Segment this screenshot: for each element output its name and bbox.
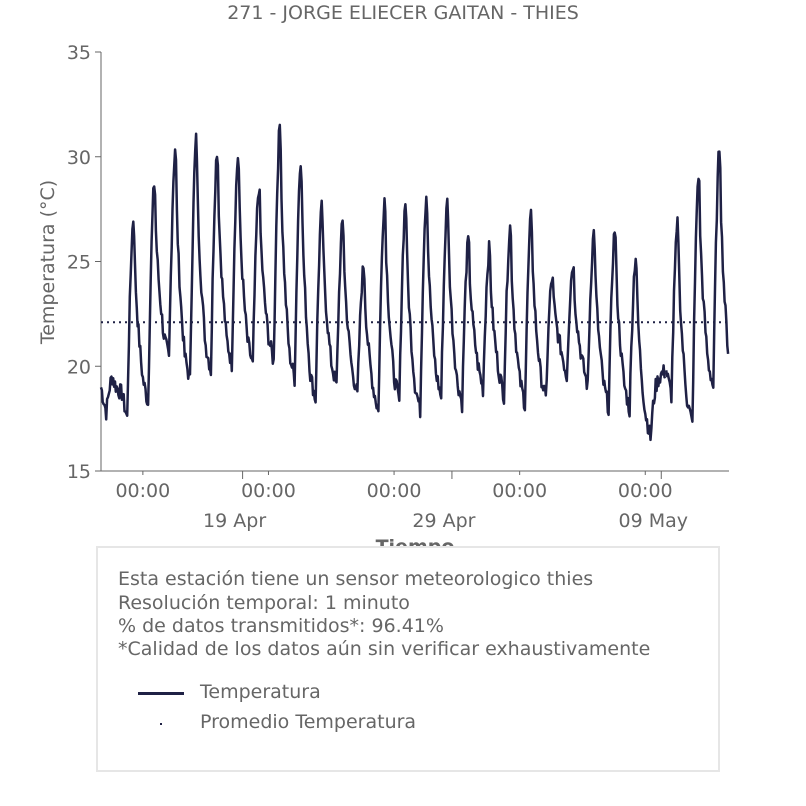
y-tick-label: 15 [67,461,91,483]
legend-item-promedio: Promedio Temperatura [138,711,538,735]
data-transmitted-text: % de datos transmitidos*: 96.41% [118,615,444,637]
x-minor-tick-label: 00:00 [241,480,296,502]
x-minor-tick-label: 00:00 [492,480,547,502]
info-panel: Esta estación tiene un sensor meteorolog… [96,546,720,772]
solid-line-swatch-icon [138,692,184,695]
y-tick-label: 30 [67,147,91,169]
quality-note-text: *Calidad de los datos aún sin verificar … [118,638,651,660]
x-minor-tick-label: 00:00 [115,480,170,502]
legend-item-temperatura: Temperatura [138,681,538,705]
legend-label: Temperatura [200,681,321,703]
y-tick-label: 20 [67,356,91,378]
resolution-info-text: Resolución temporal: 1 minuto [118,592,410,614]
y-tick-label: 25 [67,252,91,274]
plot-area [99,123,730,442]
x-major-tick-label: 29 Apr [412,510,475,532]
legend-label: Promedio Temperatura [200,711,417,733]
x-major-tick-label: 09 May [619,510,689,532]
temperatura-series-line [664,150,730,423]
y-axis-label: Temperatura (°C) [37,180,59,345]
y-tick-label: 35 [67,42,91,64]
axes: 15 20 25 30 35 00:00 00:00 00:00 00:00 00:00 19 Ap… [67,42,729,532]
x-minor-tick-label: 00:00 [618,480,673,502]
sensor-info-text: Esta estación tiene un sensor meteorolog… [118,568,594,590]
x-major-tick-label: 19 Apr [203,510,266,532]
dot-swatch-icon [160,723,162,725]
temperatura-series-line [99,123,667,442]
x-minor-tick-label: 00:00 [367,480,422,502]
chart-title: 271 - JORGE ELIECER GAITAN - THIES [227,2,579,24]
